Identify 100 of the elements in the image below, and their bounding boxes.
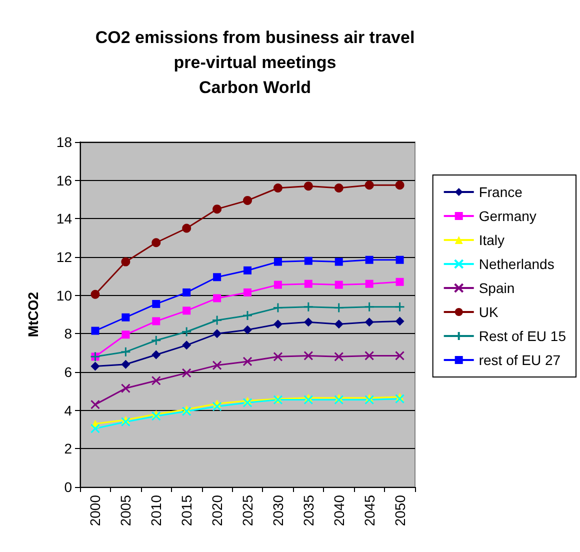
point	[334, 258, 343, 266]
point	[244, 288, 252, 296]
legend-label: Rest of EU 15	[478, 328, 566, 344]
legend-label: Italy	[478, 232, 505, 248]
x-tick-label: 2000	[87, 494, 104, 526]
point	[273, 320, 282, 329]
point	[151, 376, 161, 386]
x-tick-label: 2020	[209, 494, 226, 526]
point	[212, 402, 222, 412]
point	[152, 317, 160, 326]
y-tick-label: 0	[64, 479, 72, 495]
point	[396, 278, 404, 286]
point	[152, 350, 161, 360]
point	[120, 417, 130, 427]
point	[151, 411, 161, 421]
point	[365, 256, 374, 264]
point	[364, 350, 374, 360]
x-tick-label: 2045	[361, 494, 378, 526]
point	[182, 306, 191, 315]
point	[364, 302, 375, 312]
point	[364, 180, 374, 190]
point	[182, 368, 192, 378]
point	[242, 356, 252, 366]
point	[122, 313, 130, 322]
point	[182, 224, 192, 233]
x-tick-label: 2035	[300, 494, 316, 526]
point	[242, 398, 252, 408]
point	[272, 302, 284, 314]
point	[334, 352, 344, 362]
point	[181, 326, 192, 337]
legend-label: Netherlands	[478, 256, 554, 272]
point	[334, 395, 344, 405]
y-tick-label: 6	[64, 364, 72, 380]
point	[334, 184, 344, 192]
point	[395, 350, 405, 360]
point	[120, 384, 130, 394]
point	[394, 302, 406, 312]
point	[334, 280, 343, 289]
point	[212, 360, 222, 370]
point	[243, 196, 252, 205]
x-tick-label: 2030	[270, 494, 286, 526]
x-tick-label: 2015	[178, 494, 195, 526]
point	[364, 395, 374, 405]
point	[150, 335, 162, 346]
legend-label: Germany	[478, 208, 536, 224]
point	[304, 256, 312, 265]
point	[274, 280, 282, 289]
point	[91, 326, 100, 335]
x-tick-label: 2010	[148, 494, 164, 526]
point	[213, 273, 222, 282]
point	[304, 395, 314, 405]
point	[304, 318, 313, 327]
y-tick-label: 10	[56, 287, 72, 304]
x-tick-label: 2005	[118, 494, 134, 526]
y-tick-label: 12	[56, 249, 72, 265]
point	[334, 302, 344, 314]
point	[90, 400, 100, 410]
point	[212, 315, 222, 326]
point	[182, 288, 191, 296]
legend-label: France	[478, 184, 523, 200]
point	[121, 360, 130, 369]
point	[274, 258, 282, 266]
point	[273, 352, 283, 362]
x-tick-label: 2025	[240, 494, 256, 526]
point	[122, 330, 130, 339]
point	[304, 350, 314, 360]
point	[243, 325, 252, 334]
x-tick-label: 2050	[392, 494, 408, 526]
point	[304, 280, 312, 288]
point	[90, 424, 100, 434]
point	[90, 290, 100, 299]
y-tick-label: 16	[56, 172, 72, 188]
y-tick-label: 4	[64, 402, 72, 418]
point	[152, 238, 161, 248]
legend-label: rest of EU 27	[478, 352, 561, 368]
point	[182, 340, 192, 350]
point	[244, 266, 252, 274]
point	[212, 329, 222, 338]
y-tick-label: 8	[64, 326, 72, 342]
point	[365, 280, 374, 288]
point	[152, 300, 160, 308]
point	[303, 302, 314, 312]
point	[90, 362, 100, 371]
point	[395, 394, 405, 404]
y-axis-title: MtCO2	[25, 292, 41, 338]
point	[395, 316, 404, 326]
chart-title: CO2 emissions from business air travel pre-virtual meetings Carbon World	[95, 28, 415, 97]
point	[121, 257, 130, 266]
legend-label: UK	[478, 304, 499, 320]
legend-label: Spain	[478, 280, 515, 296]
y-tick-label: 14	[56, 210, 72, 227]
point	[213, 294, 222, 302]
y-tick-label: 18	[56, 134, 72, 150]
point	[182, 406, 192, 416]
point	[242, 310, 253, 321]
point	[304, 182, 313, 191]
point	[273, 184, 282, 192]
x-tick-label: 2040	[330, 494, 347, 526]
point	[395, 180, 404, 190]
point	[120, 346, 131, 358]
